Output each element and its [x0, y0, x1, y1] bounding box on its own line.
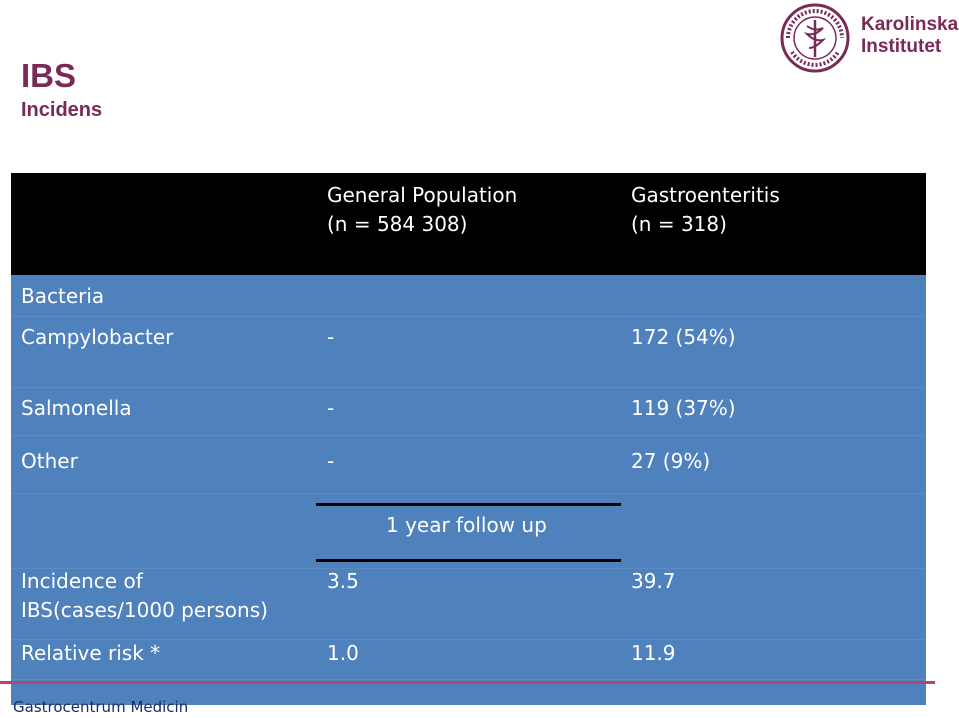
row-salmonella-label: Salmonella: [21, 396, 132, 420]
karolinska-logo: Karolinska Institutet: [776, 2, 958, 74]
slide-subtitle: Incidens: [21, 99, 103, 121]
logo-line-1: Karolinska: [861, 14, 959, 35]
row-incidence-label: Incidence of IBS(cases/1000 persons): [21, 567, 268, 625]
slide-title: IBS: [21, 57, 77, 94]
follow-up-bottom-line: [316, 559, 621, 562]
row-divider: [11, 679, 926, 680]
row-other-general: -: [327, 449, 335, 473]
row-divider: [11, 568, 926, 569]
header-gastroenteritis: Gastroenteritis (n = 318): [631, 181, 780, 239]
row-divider: [11, 316, 926, 317]
incidence-table: General Population (n = 584 308) Gastroe…: [11, 173, 926, 705]
row-incidence-gastro: 39.7: [631, 569, 676, 593]
logo-wordmark: Karolinska Institutet: [861, 14, 958, 58]
row-other-label: Other: [21, 449, 78, 473]
header-gastro-label: Gastroenteritis: [631, 183, 780, 207]
row-other-gastro: 27 (9%): [631, 449, 711, 473]
row-campylobacter-general: -: [327, 325, 335, 349]
karolinska-seal-icon: [780, 3, 850, 73]
row-bacteria-label: Bacteria: [21, 284, 105, 308]
logo-line-2: Institutet: [861, 36, 942, 57]
header-general-population: General Population (n = 584 308): [327, 181, 517, 239]
row-incidence-general: 3.5: [327, 569, 359, 593]
row-relative-risk-label: Relative risk *: [21, 641, 161, 665]
row-campylobacter-gastro: 172 (54%): [631, 325, 736, 349]
incidence-label-line-1: Incidence of: [21, 569, 143, 593]
row-divider: [11, 435, 926, 436]
header-gastro-count: (n = 318): [631, 212, 727, 236]
row-relative-risk-general: 1.0: [327, 641, 359, 665]
row-divider: [11, 639, 926, 640]
row-campylobacter-label: Campylobacter: [21, 325, 174, 349]
header-general-label: General Population: [327, 183, 518, 207]
header-general-count: (n = 584 308): [327, 212, 468, 236]
follow-up-label: 1 year follow up: [386, 513, 547, 537]
footer-divider: [0, 681, 935, 684]
row-divider: [11, 493, 926, 494]
row-salmonella-gastro: 119 (37%): [631, 396, 736, 420]
row-divider: [11, 387, 926, 388]
incidence-label-line-2: IBS(cases/1000 persons): [21, 598, 268, 622]
row-salmonella-general: -: [327, 396, 335, 420]
table-header: General Population (n = 584 308) Gastroe…: [11, 173, 926, 275]
row-relative-risk-gastro: 11.9: [631, 641, 676, 665]
follow-up-top-line: [316, 503, 621, 506]
footer-text: Gastrocentrum Medicin: [13, 698, 189, 716]
